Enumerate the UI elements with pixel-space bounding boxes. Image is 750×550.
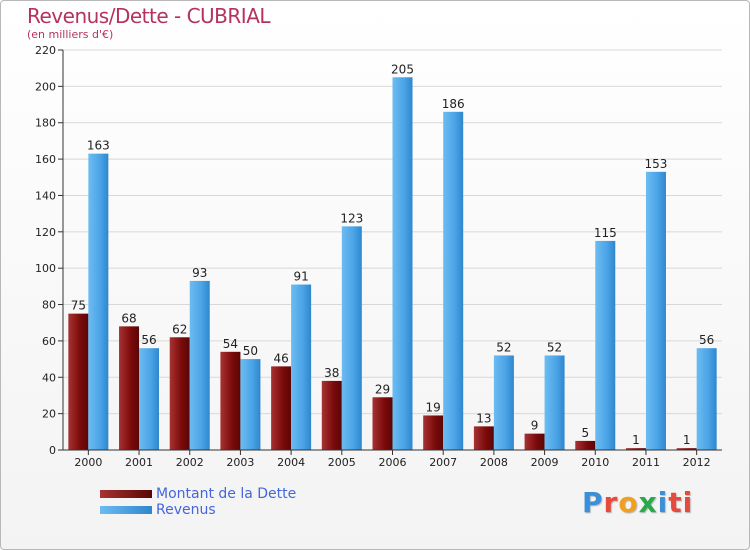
data-label-revenue-2012: 56 <box>699 333 714 347</box>
data-label-revenue-2008: 52 <box>496 340 511 354</box>
bar-revenue-2012 <box>696 348 717 450</box>
y-tick-label: 160 <box>35 153 56 166</box>
x-tick-label: 2011 <box>632 456 660 469</box>
x-tick-label: 2000 <box>74 456 102 469</box>
y-tick-label: 140 <box>35 189 56 202</box>
x-tick-label: 2005 <box>328 456 356 469</box>
data-label-revenue-2001: 56 <box>141 333 156 347</box>
y-tick-label: 200 <box>35 80 56 93</box>
x-tick-label: 2001 <box>125 456 153 469</box>
legend-item-revenue: Revenus <box>100 502 296 518</box>
data-label-debt-2006: 29 <box>375 382 390 396</box>
data-label-debt-2003: 54 <box>223 337 238 351</box>
bar-revenue-2000 <box>88 153 109 451</box>
x-tick-label: 2009 <box>531 456 559 469</box>
data-label-revenue-2009: 52 <box>547 340 562 354</box>
y-tick-label: 100 <box>35 262 56 275</box>
x-tick-label: 2010 <box>581 456 609 469</box>
bar-revenue-2008 <box>493 355 514 450</box>
chart-title: Revenus/Dette - CUBRIAL <box>27 4 271 28</box>
y-tick-label: 40 <box>42 371 56 384</box>
bar-debt-2003 <box>220 351 241 450</box>
data-label-debt-2000: 75 <box>71 299 86 313</box>
y-tick-label: 180 <box>35 117 56 130</box>
bar-revenue-2007 <box>443 111 464 451</box>
bar-revenue-2006 <box>392 77 413 450</box>
proxiti-logo: Proxiti <box>582 486 694 519</box>
data-label-debt-2012: 1 <box>683 433 691 447</box>
data-label-debt-2009: 9 <box>531 419 539 433</box>
data-label-debt-2001: 68 <box>121 311 136 325</box>
bar-revenue-2009 <box>544 355 565 450</box>
x-tick-label: 2002 <box>176 456 204 469</box>
data-label-debt-2010: 5 <box>581 426 589 440</box>
x-tick-label: 2003 <box>226 456 254 469</box>
x-tick-label: 2006 <box>379 456 407 469</box>
x-tick-label: 2004 <box>277 456 305 469</box>
legend-label-revenue: Revenus <box>156 502 216 518</box>
y-tick-label: 60 <box>42 335 56 348</box>
x-tick-label: 2012 <box>683 456 711 469</box>
legend-label-debt: Montant de la Dette <box>156 486 297 502</box>
chart-subtitle: (en milliers d'€) <box>27 28 114 41</box>
bar-debt-2007 <box>423 415 444 450</box>
bar-debt-2001 <box>119 326 140 450</box>
data-label-revenue-2006: 205 <box>391 62 414 76</box>
data-label-debt-2004: 46 <box>273 351 288 365</box>
y-tick-label: 20 <box>42 408 56 421</box>
bar-debt-2008 <box>473 426 494 450</box>
data-label-revenue-2004: 91 <box>293 270 308 284</box>
data-label-debt-2005: 38 <box>324 366 339 380</box>
bar-debt-2006 <box>372 397 393 450</box>
bar-debt-2012 <box>676 448 697 450</box>
legend-item-debt: Montant de la Dette <box>100 486 296 502</box>
legend-swatch-debt <box>100 490 152 498</box>
data-label-debt-2002: 62 <box>172 322 187 336</box>
data-label-revenue-2011: 153 <box>645 157 668 171</box>
data-label-revenue-2005: 123 <box>340 211 363 225</box>
bar-debt-2011 <box>625 448 646 450</box>
bar-revenue-2010 <box>595 240 616 450</box>
y-tick-label: 220 <box>35 44 56 57</box>
bar-revenue-2002 <box>189 280 210 450</box>
legend-swatch-revenue <box>100 506 152 514</box>
y-tick-label: 80 <box>42 299 56 312</box>
bar-revenue-2004 <box>291 284 312 450</box>
bar-revenue-2005 <box>341 226 362 450</box>
data-label-revenue-2007: 186 <box>442 97 465 111</box>
data-label-revenue-2003: 50 <box>243 344 258 358</box>
bar-debt-2005 <box>321 380 342 450</box>
bar-debt-2002 <box>169 337 190 450</box>
bar-debt-2000 <box>68 313 89 450</box>
bar-revenue-2011 <box>645 171 666 450</box>
y-tick-label: 0 <box>49 444 56 457</box>
bar-debt-2004 <box>271 366 292 450</box>
data-label-debt-2007: 19 <box>426 400 441 414</box>
y-tick-label: 120 <box>35 226 56 239</box>
x-tick-label: 2008 <box>480 456 508 469</box>
data-label-revenue-2002: 93 <box>192 266 207 280</box>
x-tick-label: 2007 <box>429 456 457 469</box>
data-label-revenue-2010: 115 <box>594 226 617 240</box>
data-label-debt-2011: 1 <box>632 433 640 447</box>
legend: Montant de la Dette Revenus <box>100 486 296 518</box>
bar-revenue-2003 <box>240 359 261 450</box>
bar-debt-2010 <box>575 440 596 450</box>
data-label-revenue-2000: 163 <box>87 139 110 153</box>
bar-debt-2009 <box>524 433 545 450</box>
data-label-debt-2008: 13 <box>476 411 491 425</box>
bar-revenue-2001 <box>139 348 160 450</box>
